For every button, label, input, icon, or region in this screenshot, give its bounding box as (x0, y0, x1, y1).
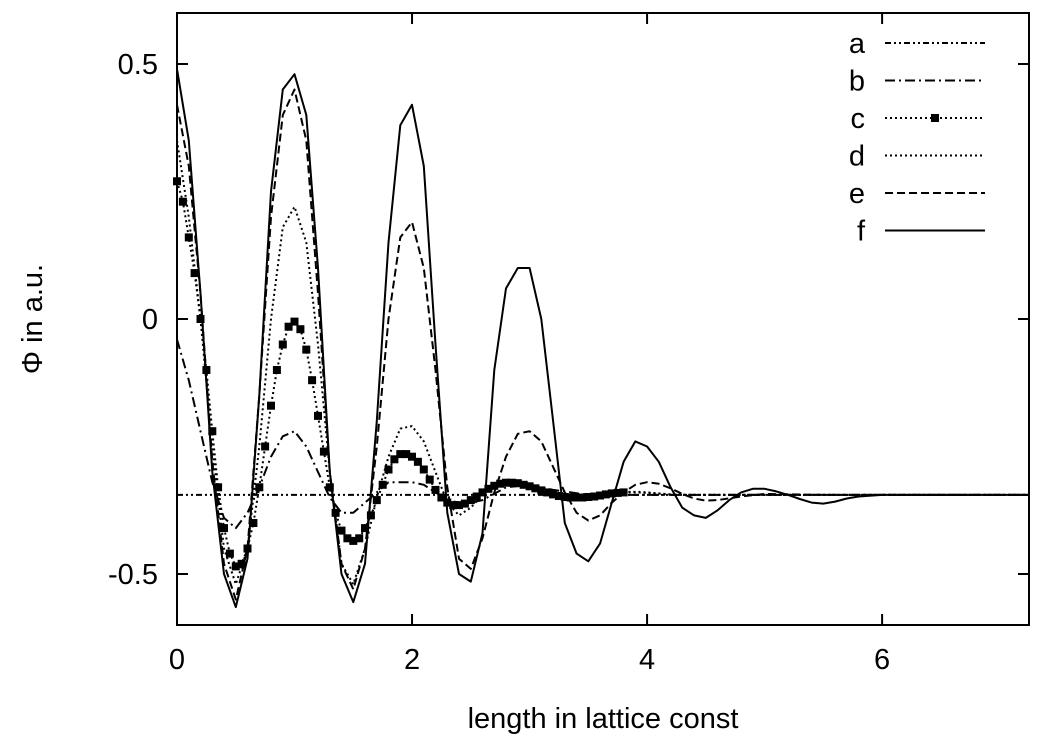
series-c-point (613, 488, 622, 497)
series-c-point (601, 490, 610, 499)
series-c-point (343, 534, 352, 543)
x-tick-label: 4 (639, 644, 655, 676)
legend-label-c: c (851, 103, 866, 135)
legend-marker-c (931, 114, 939, 122)
series-c-point (249, 519, 258, 527)
series-c-point (419, 465, 428, 474)
series-c-point (396, 450, 405, 459)
y-tick-label: 0 (142, 304, 158, 336)
series-c-line (176, 181, 1029, 568)
series-c-point (184, 233, 193, 242)
y-tick-label: 0.5 (118, 49, 158, 81)
series-c-point (496, 479, 505, 488)
series-c-point (208, 427, 217, 436)
series-c-point (361, 524, 369, 533)
series-f-line (176, 68, 1029, 609)
series-c-point (413, 457, 422, 466)
y-tick-label: -0.5 (108, 559, 158, 591)
series-c-point (284, 322, 293, 331)
series-c-point (220, 524, 228, 533)
series-c-point (408, 452, 416, 461)
x-tick-label: 2 (404, 644, 420, 676)
legend-label-e: e (849, 178, 865, 210)
series-c-point (572, 493, 581, 502)
series-c-point (519, 480, 528, 489)
series-c-point (378, 480, 387, 489)
series-c-point (513, 479, 522, 488)
series-c-point (190, 269, 199, 278)
series-c-point (384, 465, 393, 474)
x-tick-label: 6 (874, 644, 890, 676)
series-c-point (308, 376, 317, 385)
series-c-point (402, 450, 411, 459)
series-c-point (472, 492, 481, 501)
series-c-point (355, 534, 364, 543)
series-c-point (449, 501, 458, 510)
series-c-point (425, 475, 434, 484)
series-c-point (484, 484, 493, 493)
series-c-point (437, 493, 446, 502)
series-c-point (554, 492, 563, 500)
series-c-point (272, 366, 281, 374)
series-c-point (296, 325, 305, 334)
legend-label-a: a (849, 28, 866, 60)
series-c-point (255, 483, 264, 492)
series-c-point (214, 483, 223, 492)
series-c-point (478, 488, 487, 497)
series-d-line (176, 140, 1029, 586)
x-tick-label: 0 (169, 644, 185, 676)
legend-label-b: b (849, 66, 865, 98)
series-c-point (584, 493, 593, 501)
series-c-point (267, 401, 275, 410)
legend-label-d: d (849, 141, 865, 173)
series-c-point (502, 478, 510, 487)
series-c-point (237, 559, 246, 568)
series-layer (173, 68, 1029, 609)
series-c-point (525, 482, 534, 491)
series-c-point (543, 488, 552, 497)
series-c-point (290, 317, 299, 326)
x-axis-label: length in lattice const (468, 703, 739, 735)
series-c-point (578, 493, 587, 502)
series-c-point (531, 484, 540, 493)
series-c-point (325, 483, 334, 492)
series-c-point (431, 485, 440, 494)
series-c-point (366, 511, 375, 520)
series-c-point (337, 526, 346, 535)
series-c-point (466, 496, 475, 505)
series-c-point (302, 345, 311, 354)
series-c-point (455, 501, 463, 510)
series-c-point (231, 562, 240, 571)
series-c-point (278, 340, 287, 349)
series-c-point (549, 490, 558, 499)
legend-label-f: f (857, 216, 866, 248)
series-c-point (607, 489, 616, 498)
series-c-point (178, 197, 187, 206)
series-c-point (314, 411, 322, 420)
series-c-point (372, 496, 381, 505)
series-c-point (349, 536, 358, 545)
series-c-point (460, 499, 469, 508)
series-c-point (261, 442, 270, 451)
series-c-point (319, 447, 328, 456)
series-c-point (225, 549, 234, 558)
series-c-point (390, 455, 399, 464)
series-e-line (176, 88, 1029, 601)
y-axis-label: Φ in a.u. (17, 264, 49, 374)
tick-layer: 0 2 4 6 -0.5 0 0.5 (108, 13, 1029, 676)
series-c-point (507, 478, 516, 487)
